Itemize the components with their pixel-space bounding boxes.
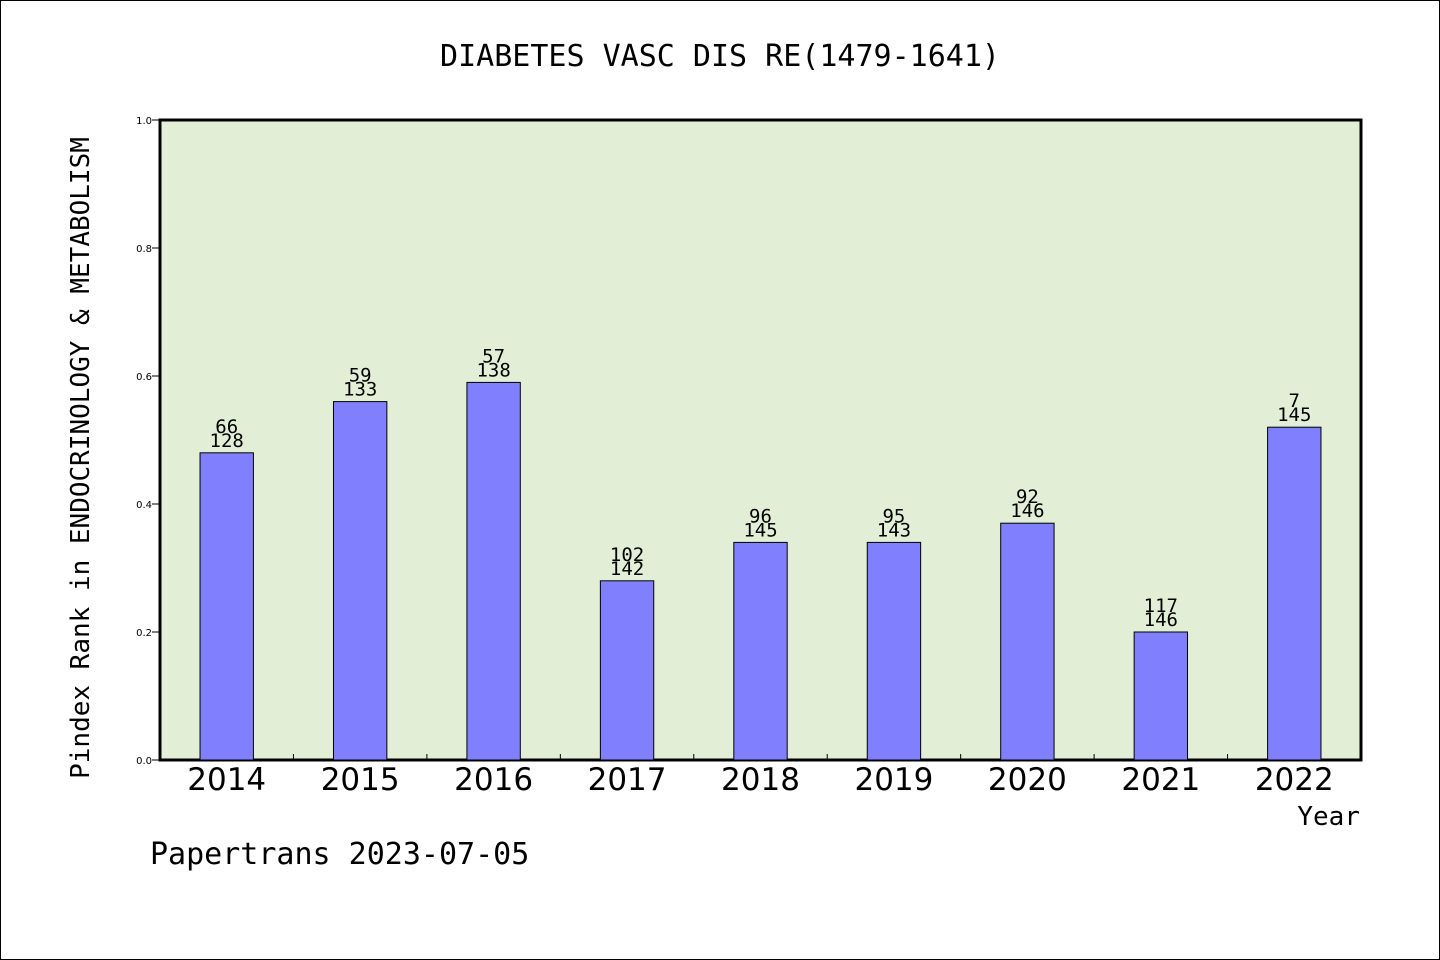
- x-tick-label: 2015: [321, 762, 400, 798]
- bar: [1000, 522, 1055, 761]
- y-tick-label: 0.4: [136, 500, 152, 511]
- bar: [1267, 426, 1322, 761]
- x-axis-label: Year: [1297, 802, 1360, 832]
- bar: [599, 580, 655, 761]
- bar-label-bottom: 142: [610, 558, 644, 580]
- bar-label-top: 102: [610, 544, 644, 566]
- bar-label-top: 95: [882, 505, 905, 527]
- y-tick-label: 0.0: [136, 756, 152, 767]
- x-tick-label: 2017: [588, 762, 667, 798]
- footer-text: Papertrans 2023-07-05: [150, 837, 529, 872]
- bar-label-bottom: 146: [1010, 500, 1044, 522]
- bar-label-top: 57: [482, 345, 505, 367]
- bar: [332, 401, 388, 761]
- bar-label-top: 96: [749, 505, 772, 527]
- x-tick-label: 2014: [187, 762, 266, 798]
- bar-label-top: 92: [1016, 486, 1039, 508]
- x-tick-label: 2021: [1121, 762, 1200, 798]
- x-tick-label: 2022: [1255, 762, 1334, 798]
- bar-label-top: 66: [215, 416, 238, 438]
- bar: [733, 541, 788, 761]
- x-tick-label: 2020: [988, 762, 1067, 798]
- bar: [866, 541, 922, 761]
- bar: [199, 452, 254, 761]
- bar-label-bottom: 128: [210, 430, 244, 452]
- bar: [1133, 631, 1189, 761]
- bar-label-top: 59: [349, 365, 372, 387]
- x-tick-label: 2016: [454, 762, 533, 798]
- y-tick-label: 1.0: [136, 116, 152, 127]
- bar: [466, 381, 521, 761]
- bar-label-bottom: 145: [1277, 404, 1311, 426]
- y-axis: 0.0 0.2 0.4 0.6 0.8 1.0: [136, 116, 160, 767]
- x-tick-label: 2019: [854, 762, 933, 798]
- bar-label-bottom: 143: [877, 519, 911, 541]
- y-tick-label: 0.8: [136, 244, 152, 255]
- y-tick-label: 0.6: [136, 372, 152, 383]
- x-tick-label: 2018: [721, 762, 800, 798]
- bar-label-bottom: 133: [343, 379, 377, 401]
- bar-label-bottom: 145: [743, 519, 777, 541]
- y-axis-label: Pindex Rank in ENDOCRINOLOGY & METABOLIS…: [66, 137, 96, 779]
- bar-label-top: 117: [1144, 595, 1178, 617]
- y-tick-label: 0.2: [136, 628, 152, 639]
- bar-label-top: 7: [1289, 390, 1300, 412]
- chart-title: DIABETES VASC DIS RE(1479-1641): [440, 39, 1000, 74]
- x-axis: 2014 2015 2016 2017 2018 2019 2020 2021 2022: [187, 754, 1334, 798]
- bar-label-bottom: 138: [476, 359, 510, 381]
- bars: 6612859133571381021429614595143921461171…: [199, 345, 1322, 761]
- bar-label-bottom: 146: [1144, 609, 1178, 631]
